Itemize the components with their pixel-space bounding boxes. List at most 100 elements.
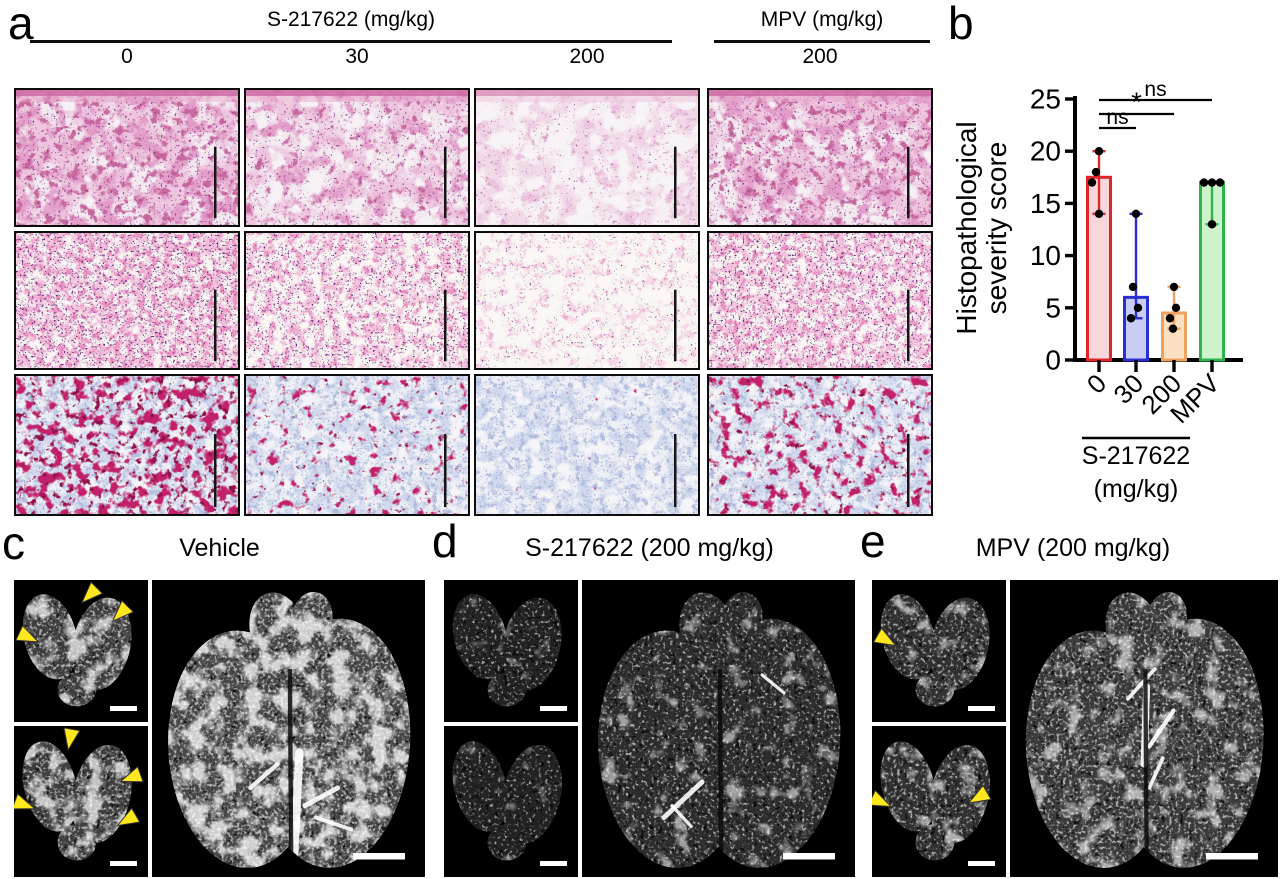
- lung-section-render: [14, 580, 148, 722]
- panel-e-section-image-2: [872, 726, 1006, 877]
- group-header-mpv: MPV (mg/kg): [760, 8, 884, 31]
- y-axis-label-line1: Histopathological: [951, 121, 982, 334]
- scale-bar: [674, 433, 677, 508]
- lesion-arrowhead-icon: [80, 581, 104, 604]
- y-tick-label-20: 20: [1030, 136, 1061, 167]
- lesion-arrowhead-icon: [119, 765, 144, 783]
- histology-texture: [16, 233, 238, 368]
- histology-image-HE-high-dose-30: [244, 231, 470, 370]
- dose-label-col3: 200: [569, 45, 605, 68]
- scale-bar: [214, 289, 217, 362]
- panel-e-title: MPV (200 mg/kg): [975, 534, 1171, 562]
- lung-whole-render: [582, 580, 855, 877]
- histology-grid: [14, 88, 933, 516]
- significance-label: ns: [1144, 78, 1166, 101]
- histology-image-HE-high-dose-200: [474, 231, 700, 370]
- dose-label-col1: 0: [121, 45, 133, 68]
- dose-label-col2: 30: [345, 45, 369, 68]
- histology-texture: [246, 376, 468, 514]
- group-underline-s217622: [30, 40, 672, 43]
- data-point: [1169, 282, 1179, 292]
- histology-texture: [476, 233, 698, 368]
- lesion-arrowhead-icon: [116, 807, 141, 827]
- panel-d-section-image-2: [444, 726, 578, 877]
- significance-label: *: [1131, 87, 1142, 117]
- histology-image-ISH-dose-0: [14, 374, 240, 516]
- y-tick-label-0: 0: [1045, 345, 1061, 376]
- scale-bar: [907, 146, 910, 219]
- panel-a-label: a: [8, 0, 34, 49]
- lung-section-render: [14, 726, 148, 877]
- histology-image-ISH-dose-30: [244, 374, 470, 516]
- lung-section-render: [872, 580, 1006, 722]
- significance-label: ns: [1106, 106, 1128, 129]
- scale-bar: [907, 433, 910, 508]
- histology-texture: [709, 233, 931, 368]
- scale-bar: [968, 861, 995, 866]
- lung-section-render: [872, 726, 1006, 877]
- scale-bar: [540, 706, 567, 711]
- y-tick-label-10: 10: [1030, 240, 1061, 271]
- histology-texture: [476, 90, 698, 225]
- data-point: [1087, 178, 1097, 187]
- data-point: [1126, 314, 1136, 323]
- scale-bar: [214, 146, 217, 219]
- group-header-s217622: S-217622 (mg/kg): [266, 8, 436, 31]
- lesion-arrowhead-icon: [872, 627, 898, 647]
- scale-bar: [214, 433, 217, 508]
- lung-section-render: [444, 726, 578, 877]
- scale-bar: [444, 289, 447, 362]
- histology-image-HE-low-dose-30: [244, 88, 470, 227]
- data-point: [1094, 147, 1104, 156]
- scale-bar: [540, 861, 567, 866]
- data-point: [1199, 178, 1209, 187]
- panel-d-whole-image-3: [582, 580, 855, 877]
- lung-whole-render: [1010, 580, 1278, 877]
- data-point: [1128, 282, 1138, 292]
- lesion-arrowhead-icon: [111, 599, 135, 623]
- scale-bar: [674, 146, 677, 219]
- panel-b-label: b: [948, 0, 974, 49]
- panel-c-title: Vehicle: [179, 534, 260, 562]
- data-point: [1215, 178, 1225, 187]
- panel-d-label: d: [432, 515, 458, 567]
- histology-texture: [16, 90, 238, 225]
- scale-bar: [110, 861, 137, 866]
- panel-e-whole-image-3: [1010, 580, 1278, 877]
- lesion-arrowhead-icon: [15, 624, 40, 643]
- severity-score-chart: Histopathological severity score 0 5 10 15 20 2…: [951, 78, 1243, 503]
- x-tick-label-0: 0: [1081, 368, 1112, 399]
- data-point: [1131, 209, 1141, 219]
- panel-c-label: c: [2, 517, 25, 569]
- scale-bar: [444, 146, 447, 219]
- x-group-sublabel: (mg/kg): [1094, 475, 1179, 503]
- histology-image-HE-low-dose-200: [707, 88, 933, 227]
- lung-section-render: [444, 580, 578, 722]
- data-point: [1091, 167, 1101, 177]
- y-axis-label-line2: severity score: [981, 142, 1012, 315]
- panel-d-title: S-217622 (200 mg/kg): [525, 534, 774, 562]
- panel-c-whole-image-3: [152, 580, 425, 877]
- data-point: [1207, 178, 1217, 187]
- dose-label-col4: 200: [802, 45, 838, 68]
- histology-texture: [16, 376, 238, 514]
- scale-bar: [968, 706, 995, 711]
- histology-texture: [476, 376, 698, 514]
- panel-c-section-image-2: [14, 726, 148, 877]
- histology-image-ISH-dose-200: [707, 374, 933, 516]
- data-point: [1168, 324, 1178, 333]
- scale-bar: [907, 289, 910, 362]
- histology-image-HE-low-dose-0: [14, 88, 240, 227]
- histology-texture: [246, 233, 468, 368]
- scale-bar: [353, 853, 405, 860]
- lesion-arrowhead-icon: [967, 784, 992, 804]
- histology-image-ISH-dose-200: [474, 374, 700, 516]
- histology-texture: [709, 376, 931, 514]
- lung-whole-render: [152, 580, 425, 877]
- x-group-label: S-217622: [1082, 442, 1190, 470]
- lesion-arrowhead-icon: [14, 793, 36, 810]
- lesion-arrowhead-icon: [872, 789, 893, 808]
- panel-e-label: e: [860, 515, 886, 567]
- histology-texture: [246, 90, 468, 225]
